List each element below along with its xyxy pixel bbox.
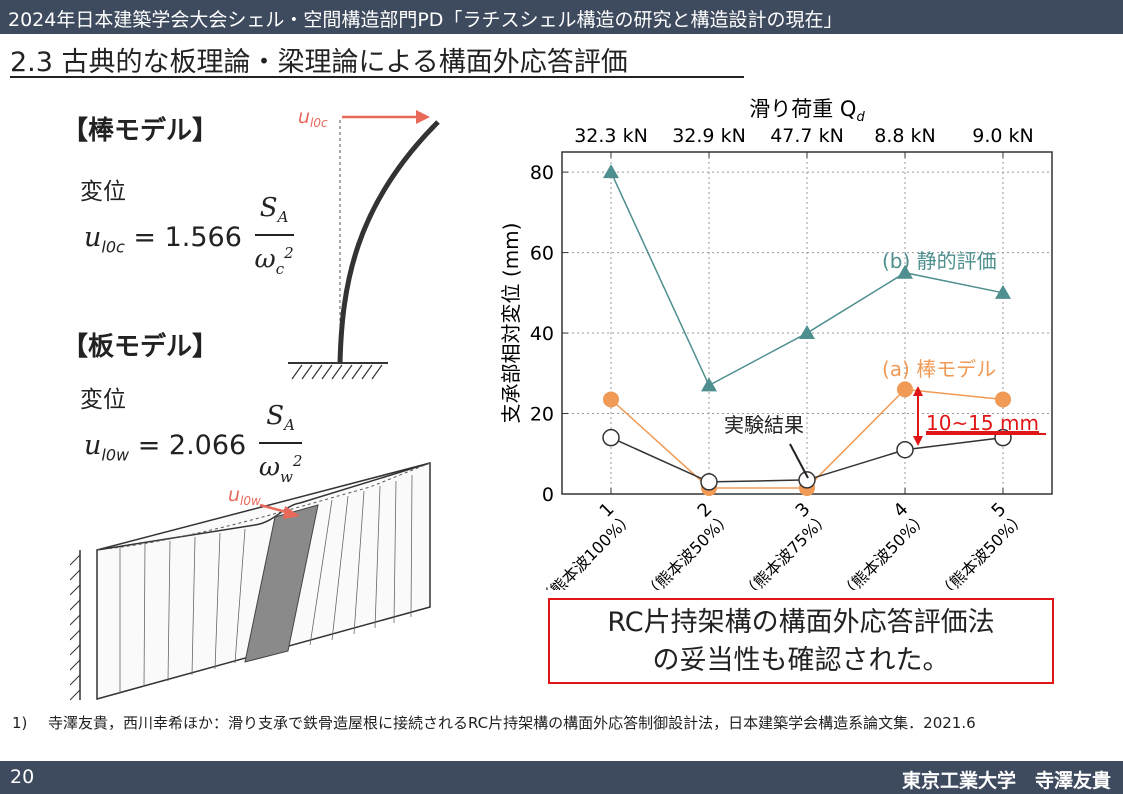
range-arrow-bottom xyxy=(913,436,923,446)
legend-experiment: 実験結果 xyxy=(724,413,804,437)
plate-formula-num: S xyxy=(266,401,285,431)
top-axis-title: 滑り荷重 Qd xyxy=(749,97,865,125)
top-tick-label: 8.8 kN xyxy=(874,125,935,147)
title-underline xyxy=(10,76,744,78)
x-tick-label-group: 1（熊本波100%） xyxy=(535,499,637,590)
header-bar: 2024年日本建築学会大会シェル・空間構造部門PD「ラチスシェル構造の研究と構造… xyxy=(0,0,1123,34)
legend-rod-model: (a) 棒モデル xyxy=(882,357,996,381)
y-tick-label: 40 xyxy=(530,323,554,345)
plate-formula-den-sub: w xyxy=(280,468,293,487)
data-point-static xyxy=(897,264,913,279)
rod-formula: ul0c = 1.566 SA ωc2 xyxy=(84,192,294,285)
rod-model-label: 変位 xyxy=(80,179,126,205)
response-chart: 滑り荷重 Qd 支承部相対変位 (mm) 0 20 40 60 80 32.3 kN 1（熊… xyxy=(499,97,1053,590)
data-point-static xyxy=(799,325,815,340)
plate-formula-num-sub: A xyxy=(284,416,295,435)
data-point-experiment xyxy=(896,440,914,459)
plate-highlight-strip xyxy=(244,504,319,663)
plate-formula-den-sup: 2 xyxy=(292,452,303,471)
x-tick-label-group: 4（熊本波50%） xyxy=(836,499,931,590)
plate-arrow-head xyxy=(283,506,300,519)
rod-formula-den: ω xyxy=(254,244,276,275)
rod-model-heading: 【棒モデル】 xyxy=(62,116,219,146)
x-tick-sublabel: （熊本波75%） xyxy=(738,508,833,590)
conclusion-line-2: の妥当性も確認された。 xyxy=(652,645,950,676)
plate-formula-lhs-sub: l0w xyxy=(101,445,130,465)
x-tick-sublabel: （熊本波50%） xyxy=(640,508,735,590)
conclusion-box: RC片持架構の構面外応答評価法 の妥当性も確認された。 xyxy=(548,598,1054,684)
data-point-static xyxy=(603,164,619,179)
y-tick-label: 20 xyxy=(530,404,554,426)
rod-formula-eq: = 1.566 xyxy=(133,222,242,254)
top-tick-label: 32.3 kN xyxy=(574,125,648,147)
rod-formula-den-sup: 2 xyxy=(284,244,294,263)
plate-illustration: ul0w xyxy=(70,462,431,701)
y-tick-label: 60 xyxy=(530,243,554,265)
top-tick-label: 47.7 kN xyxy=(770,125,844,147)
plate-formula-fraction: SA ωw2 xyxy=(258,400,303,493)
reference-text: 寺澤友貴，西川幸希ほか：滑り支承で鉄骨造屋根に接続されるRC片持架構の構面外応答… xyxy=(48,714,976,732)
data-point-experiment xyxy=(700,473,718,491)
rod-formula-num: S xyxy=(259,193,278,223)
footer-bar: 20 東京工業大学 寺澤友貴 xyxy=(0,761,1123,794)
rod-formula-lhs-sub: l0c xyxy=(101,237,125,257)
plate-model-label: 変位 xyxy=(80,387,126,413)
data-point-static xyxy=(995,284,1011,299)
rod-ground-hatch xyxy=(291,364,383,380)
slide-title: 2.3 古典的な板理論・梁理論による構面外応答評価 xyxy=(10,47,628,78)
rod-formula-fraction: SA ωc2 xyxy=(254,192,294,285)
plate-arrow-label: ul0w xyxy=(228,484,261,508)
plate-grid-lines xyxy=(119,474,413,693)
plate-model-heading: 【板モデル】 xyxy=(62,332,219,362)
data-point-experiment xyxy=(602,428,620,447)
rod-formula-num-sub: A xyxy=(277,208,289,227)
reference-number: 1) xyxy=(12,714,28,732)
data-point-rod-model xyxy=(603,391,619,408)
x-tick-label-group: 2（熊本波50%） xyxy=(640,499,735,590)
x-tick-sublabel: （熊本波100%） xyxy=(535,508,637,590)
rod-arrow-head xyxy=(416,110,430,124)
plate-formula: ul0w = 2.066 SA ωw2 xyxy=(84,400,303,493)
plate-formula-lhs: u xyxy=(84,430,102,462)
data-point-experiment xyxy=(798,471,816,489)
plate-formula-eq: = 2.066 xyxy=(137,430,247,462)
y-tick-label: 0 xyxy=(542,484,554,506)
x-tick-label-group: 3（熊本波75%） xyxy=(738,499,833,590)
plate-support-hatch xyxy=(70,554,81,701)
top-tick-label: 9.0 kN xyxy=(972,125,1033,147)
y-axis-label: 支承部相対変位 (mm) xyxy=(499,223,523,424)
conclusion-line-1: RC片持架構の構面外応答評価法 xyxy=(607,607,995,638)
range-arrow-top xyxy=(913,386,923,396)
rod-deflected-shape xyxy=(337,120,440,364)
header-text: 2024年日本建築学会大会シェル・空間構造部門PD「ラチスシェル構造の研究と構造… xyxy=(8,9,843,31)
x-tick-sublabel: （熊本波50%） xyxy=(836,508,931,590)
page-number: 20 xyxy=(10,766,35,788)
range-annotation-text: 10~15 mm xyxy=(926,411,1039,435)
x-tick-label-group: 5（熊本波50%） xyxy=(934,499,1029,590)
legend-static-eval: (b) 静的評価 xyxy=(882,249,997,273)
plate-undeformed-edge xyxy=(96,462,431,551)
range-annotation: 10~15 mm xyxy=(913,386,1046,446)
rod-formula-den-sub: c xyxy=(275,260,285,279)
experiment-callout: 実験結果 xyxy=(724,413,809,479)
rod-arrow-label: ul0c xyxy=(298,106,328,130)
author: 東京工業大学 寺澤友貴 xyxy=(901,770,1111,792)
plate-top-edge xyxy=(96,462,431,551)
data-point-rod-model xyxy=(995,391,1011,408)
x-tick-sublabel: （熊本波50%） xyxy=(934,508,1029,590)
y-tick-label: 80 xyxy=(530,162,554,184)
rod-illustration: ul0c xyxy=(288,106,440,380)
plate-formula-den: ω xyxy=(258,452,281,483)
data-point-rod-model xyxy=(897,381,913,398)
top-tick-label: 32.9 kN xyxy=(672,125,746,147)
rod-formula-lhs: u xyxy=(84,222,102,254)
experiment-pointer xyxy=(789,443,809,479)
data-point-static xyxy=(701,377,717,392)
